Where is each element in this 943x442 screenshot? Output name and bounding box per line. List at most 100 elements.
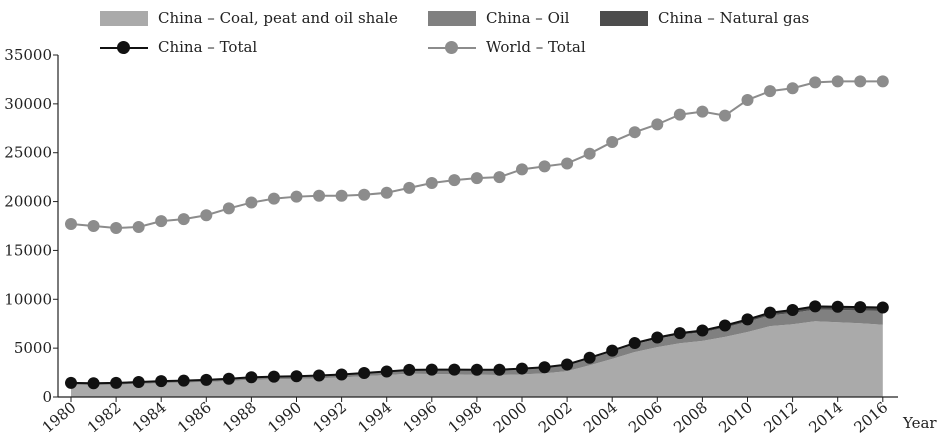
point-world-total-1997: [448, 174, 461, 187]
point-world-total-1981: [87, 220, 100, 232]
point-china-total-1994: [380, 365, 393, 378]
point-world-total-2007: [673, 108, 686, 121]
x-tick-label-2006: 2006: [625, 398, 666, 436]
point-china-total-1980: [65, 376, 77, 389]
point-china-total-1997: [448, 363, 461, 376]
y-tick-label-15000: 15000: [4, 241, 52, 259]
point-world-total-2005: [628, 126, 641, 139]
legend-swatch-coal: [100, 10, 148, 26]
y-tick-label-35000: 35000: [4, 46, 52, 64]
y-tick-label-30000: 30000: [4, 95, 52, 113]
point-world-total-1980: [65, 218, 77, 231]
x-tick-label-1982: 1982: [84, 398, 125, 436]
point-world-total-2011: [764, 85, 777, 98]
legend-item-oil: China – Oil: [428, 9, 569, 27]
y-tick-label-20000: 20000: [4, 193, 52, 211]
point-world-total-1984: [155, 215, 168, 228]
point-china-total-2016: [876, 301, 889, 314]
x-tick-label-2014: 2014: [805, 398, 846, 436]
x-tick-label-2004: 2004: [580, 398, 621, 436]
point-china-total-1991: [313, 369, 326, 382]
y-tick-label-25000: 25000: [4, 144, 52, 162]
legend-label-coal: China – Coal, peat and oil shale: [158, 9, 398, 27]
point-world-total-2008: [696, 105, 709, 118]
legend-item-china-total: China – Total: [100, 38, 257, 56]
x-tick-label-2012: 2012: [760, 398, 801, 436]
legend-marker-world-total: [428, 40, 476, 55]
y-tick-label-10000: 10000: [4, 290, 52, 308]
point-world-total-1988: [245, 196, 258, 209]
point-china-total-1992: [335, 368, 348, 381]
point-china-total-1983: [132, 376, 145, 389]
point-world-total-2013: [809, 76, 822, 89]
point-china-total-1986: [200, 373, 213, 386]
x-tick-label-2002: 2002: [535, 398, 576, 436]
point-china-total-2009: [718, 319, 731, 332]
legend-label-gas: China – Natural gas: [658, 9, 810, 27]
y-tick-label-0: 0: [42, 388, 52, 406]
x-tick-label-1996: 1996: [400, 398, 441, 436]
point-china-total-1981: [87, 377, 100, 390]
point-world-total-1989: [267, 192, 280, 205]
point-world-total-2015: [854, 75, 867, 88]
point-world-total-2014: [831, 75, 844, 88]
point-world-total-1996: [425, 177, 438, 190]
point-china-total-2007: [673, 327, 686, 340]
point-china-total-2000: [516, 362, 528, 375]
point-world-total-2012: [786, 82, 799, 95]
x-tick-label-1984: 1984: [129, 398, 170, 436]
point-world-total-1985: [177, 213, 190, 226]
legend-label-world-total: World – Total: [486, 38, 586, 56]
point-world-total-1995: [403, 181, 416, 194]
point-world-total-2006: [651, 118, 664, 131]
legend-item-world-total: World – Total: [428, 38, 586, 56]
point-china-total-1984: [155, 375, 168, 388]
point-china-total-1982: [110, 376, 123, 389]
legend-marker-china-total: [100, 40, 148, 55]
point-china-total-1993: [358, 366, 371, 379]
point-world-total-2010: [741, 93, 754, 106]
point-world-total-2003: [583, 147, 596, 160]
point-world-total-2004: [606, 135, 619, 148]
legend-item-coal: China – Coal, peat and oil shale: [100, 9, 398, 27]
point-world-total-2016: [876, 75, 889, 88]
y-tick-label-5000: 5000: [14, 339, 52, 357]
point-world-total-1986: [200, 209, 213, 222]
x-tick-label-1998: 1998: [445, 398, 486, 436]
point-china-total-2003: [583, 351, 596, 364]
x-tick-label-2000: 2000: [490, 398, 531, 436]
point-china-total-1999: [493, 363, 506, 376]
x-tick-label-2008: 2008: [670, 398, 711, 436]
point-world-total-1992: [335, 189, 348, 202]
point-world-total-1993: [358, 188, 371, 201]
line-world-total: [70, 80, 883, 229]
point-china-total-1988: [245, 371, 258, 384]
point-china-total-2004: [606, 344, 619, 357]
point-china-total-2011: [764, 306, 777, 319]
legend-label-china-total: China – Total: [158, 38, 258, 56]
point-china-total-2014: [831, 300, 844, 313]
point-world-total-2000: [516, 163, 528, 176]
point-china-total-1995: [403, 363, 416, 376]
point-world-total-1994: [380, 186, 393, 199]
x-tick-label-2016: 2016: [851, 398, 892, 436]
x-tick-label-1990: 1990: [264, 398, 305, 436]
point-china-total-1998: [470, 363, 483, 376]
point-world-total-1987: [222, 202, 235, 215]
x-tick-label-1988: 1988: [219, 398, 260, 436]
point-china-total-2012: [786, 304, 799, 317]
area-oil: [71, 309, 883, 385]
legend: China – Coal, peat and oil shale China –…: [0, 0, 943, 62]
area-coal: [71, 321, 883, 397]
point-china-total-1996: [425, 363, 438, 376]
point-world-total-1998: [470, 172, 483, 185]
point-world-total-1982: [110, 221, 123, 234]
x-tick-label-2010: 2010: [715, 398, 756, 436]
x-tick-label-1992: 1992: [309, 398, 350, 436]
point-china-total-2010: [741, 313, 754, 326]
point-china-total-1989: [267, 370, 280, 383]
point-china-total-2001: [538, 361, 551, 374]
point-china-total-2005: [628, 337, 641, 350]
point-world-total-2001: [538, 160, 551, 173]
